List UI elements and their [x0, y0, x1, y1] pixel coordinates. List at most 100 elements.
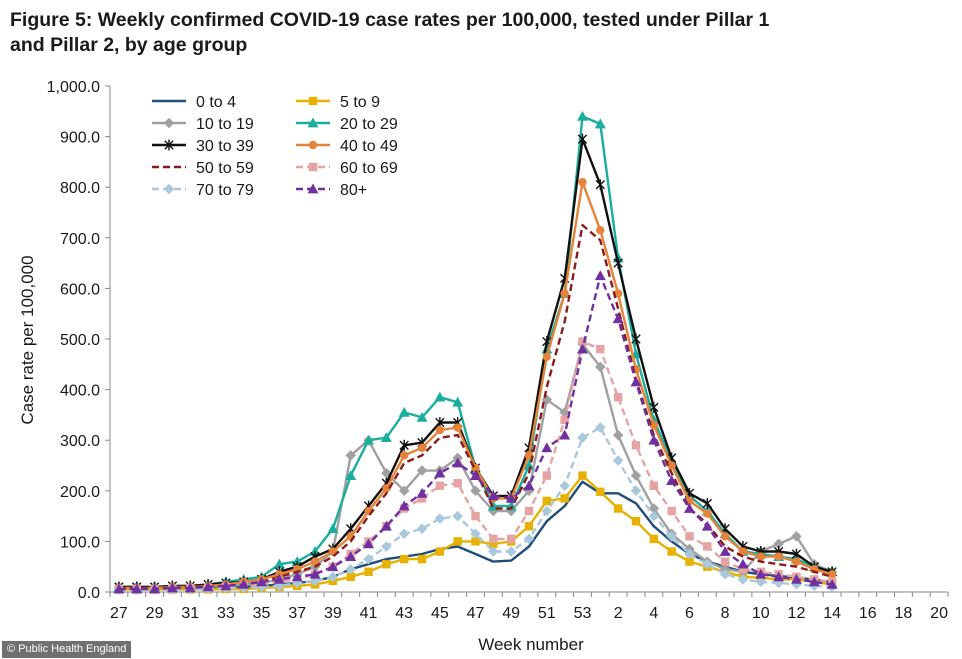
x-tick-label: 43: [395, 605, 413, 622]
y-tick-label: 800.0: [60, 180, 100, 197]
legend-item: 20 to 29: [296, 116, 398, 133]
data-point-square: [613, 504, 623, 513]
data-point-square: [649, 481, 659, 490]
legend-item: 30 to 39: [152, 138, 254, 155]
data-point-diamond: [702, 558, 713, 570]
data-point-triangle: [523, 460, 535, 470]
data-point-triangle: [380, 432, 392, 443]
data-point-diamond: [719, 569, 731, 580]
data-point-triangle: [307, 117, 319, 128]
data-point-circle: [542, 352, 552, 361]
series-9: [113, 270, 838, 594]
data-point-circle: [703, 509, 712, 518]
data-point-diamond: [163, 117, 175, 129]
figure-title: Figure 5: Weekly confirmed COVID-19 case…: [10, 8, 950, 58]
x-tick-label: 27: [110, 605, 128, 622]
data-point-square: [417, 494, 427, 503]
data-point-triangle: [594, 118, 606, 129]
data-point-square: [308, 162, 318, 172]
data-point-triangle: [612, 313, 624, 324]
data-point-diamond: [416, 465, 428, 476]
x-tick-label: 39: [324, 605, 342, 622]
data-point-circle: [756, 552, 765, 561]
y-tick-label: 700.0: [60, 231, 100, 248]
data-point-diamond: [630, 485, 642, 497]
data-point-square: [399, 554, 409, 564]
data-point-circle: [792, 557, 801, 566]
data-point-triangle: [166, 582, 178, 593]
data-point-triangle: [487, 490, 499, 501]
data-point-triangle: [345, 551, 357, 561]
data-point-square: [453, 479, 462, 488]
x-tick-label: 51: [538, 605, 556, 622]
data-point-diamond: [612, 455, 624, 466]
legend-label: 60 to 69: [340, 160, 398, 177]
data-point-diamond: [773, 538, 784, 550]
data-point-triangle: [380, 520, 392, 531]
data-point-diamond: [559, 480, 570, 491]
data-point-diamond: [434, 513, 446, 524]
x-axis-title: Week number: [478, 635, 584, 654]
data-point-diamond: [595, 422, 606, 433]
x-tick-label: 12: [788, 605, 806, 622]
data-point-diamond: [684, 548, 695, 560]
data-point-diamond: [381, 541, 392, 552]
data-point-triangle: [256, 576, 268, 587]
data-point-diamond: [163, 183, 175, 195]
data-point-triangle: [666, 475, 678, 486]
x-tick-label: 45: [431, 605, 449, 622]
data-point-square: [631, 441, 641, 450]
data-point-square: [560, 415, 569, 425]
data-point-square: [596, 344, 605, 354]
data-point-triangle: [559, 429, 571, 440]
data-point-triangle: [398, 500, 410, 511]
data-point-star: [399, 439, 409, 451]
legend-label: 20 to 29: [340, 116, 398, 133]
data-point-star: [631, 333, 641, 345]
data-point-triangle: [719, 546, 731, 556]
data-point-square: [364, 567, 373, 576]
data-point-triangle: [808, 576, 820, 587]
data-point-square: [489, 539, 498, 549]
data-point-circle: [720, 532, 730, 541]
data-point-square: [649, 534, 659, 544]
data-point-diamond: [612, 429, 624, 441]
data-point-square: [560, 494, 569, 503]
legend-label: 70 to 79: [196, 182, 254, 199]
data-point-diamond: [755, 576, 767, 588]
data-point-diamond: [327, 571, 339, 583]
data-point-triangle: [505, 492, 517, 503]
data-point-circle: [310, 557, 320, 566]
data-point-circle: [435, 425, 445, 435]
data-point-triangle: [737, 558, 749, 569]
x-tick-label: 6: [685, 605, 694, 622]
series-line: [118, 224, 833, 590]
series-layer: [113, 110, 838, 595]
data-point-diamond: [523, 533, 535, 545]
data-point-square: [382, 559, 391, 569]
legend-label: 30 to 39: [196, 138, 254, 155]
image-credit: © Public Health England: [2, 641, 132, 658]
figure-title-line-1: Figure 5: Weekly confirmed COVID-19 case…: [10, 9, 770, 31]
data-point-triangle: [594, 270, 606, 281]
y-tick-label: 0.0: [78, 585, 100, 602]
y-axis-title: Case rate per 100,000: [18, 255, 37, 424]
data-point-triangle: [434, 391, 446, 402]
data-point-square: [631, 516, 641, 526]
x-tick-label: 37: [288, 605, 306, 622]
data-point-circle: [613, 289, 623, 298]
data-point-circle: [578, 177, 587, 187]
data-point-diamond: [505, 546, 517, 557]
x-tick-label: 49: [502, 605, 520, 622]
data-point-triangle: [773, 571, 785, 582]
legend-label: 80+: [340, 182, 367, 199]
data-point-square: [453, 537, 462, 546]
legend-item: 60 to 69: [296, 160, 398, 177]
data-point-square: [685, 532, 694, 541]
data-point-triangle: [523, 480, 535, 491]
y-tick-label: 900.0: [60, 130, 100, 147]
data-point-diamond: [363, 553, 374, 565]
data-point-diamond: [595, 361, 606, 373]
x-tick-label: 8: [721, 605, 730, 622]
data-point-circle: [738, 547, 748, 556]
